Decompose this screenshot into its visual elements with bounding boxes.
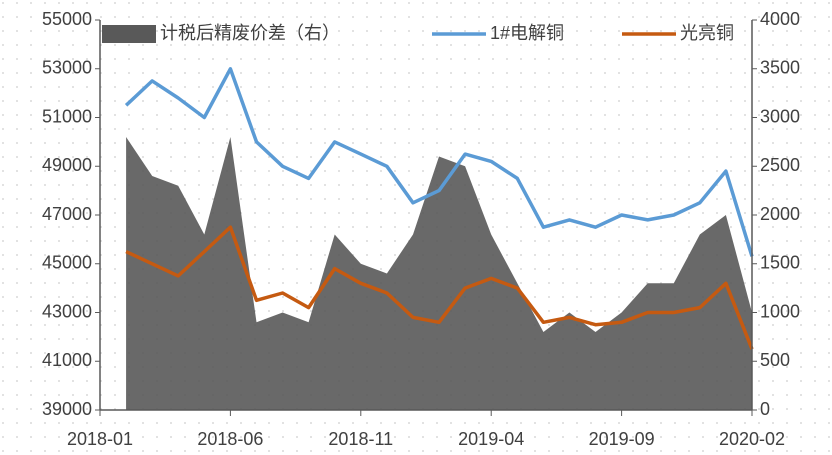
y-tick-label: 53000 (42, 58, 92, 78)
y2-tick-label: 0 (760, 399, 770, 419)
y2-tick-label: 2500 (760, 155, 800, 175)
x-tick-label: 2018-06 (197, 429, 263, 449)
area (126, 137, 752, 410)
y2-tick-label: 3000 (760, 106, 800, 126)
legend-swatch (102, 25, 156, 43)
y-tick-label: 45000 (42, 253, 92, 273)
y2-tick-label: 4000 (760, 9, 800, 29)
y-tick-label: 49000 (42, 155, 92, 175)
y2-tick-label: 1500 (760, 253, 800, 273)
y2-tick-label: 2000 (760, 204, 800, 224)
x-tick-label: 2019-09 (589, 429, 655, 449)
y2-tick-label: 500 (760, 350, 790, 370)
x-tick-label: 2018-11 (328, 429, 393, 449)
y2-tick-label: 3500 (760, 58, 800, 78)
y-tick-label: 47000 (42, 204, 92, 224)
y-tick-label: 55000 (42, 9, 92, 29)
line (124, 67, 754, 257)
legend-label: 计税后精废价差（右） (160, 23, 340, 43)
line (125, 225, 754, 350)
y-tick-label: 41000 (42, 350, 92, 370)
x-tick-label: 2019-04 (458, 429, 524, 449)
x-tick-label: 2018-01 (67, 429, 133, 449)
y-tick-label: 39000 (42, 399, 92, 419)
x-tick-label: 2020-02 (719, 429, 785, 449)
y-tick-label: 43000 (42, 301, 92, 321)
legend-label: 光亮铜 (680, 23, 734, 43)
y2-tick-label: 1000 (760, 301, 800, 321)
y-tick-label: 51000 (42, 106, 92, 126)
legend-label: 1#电解铜 (490, 23, 564, 43)
